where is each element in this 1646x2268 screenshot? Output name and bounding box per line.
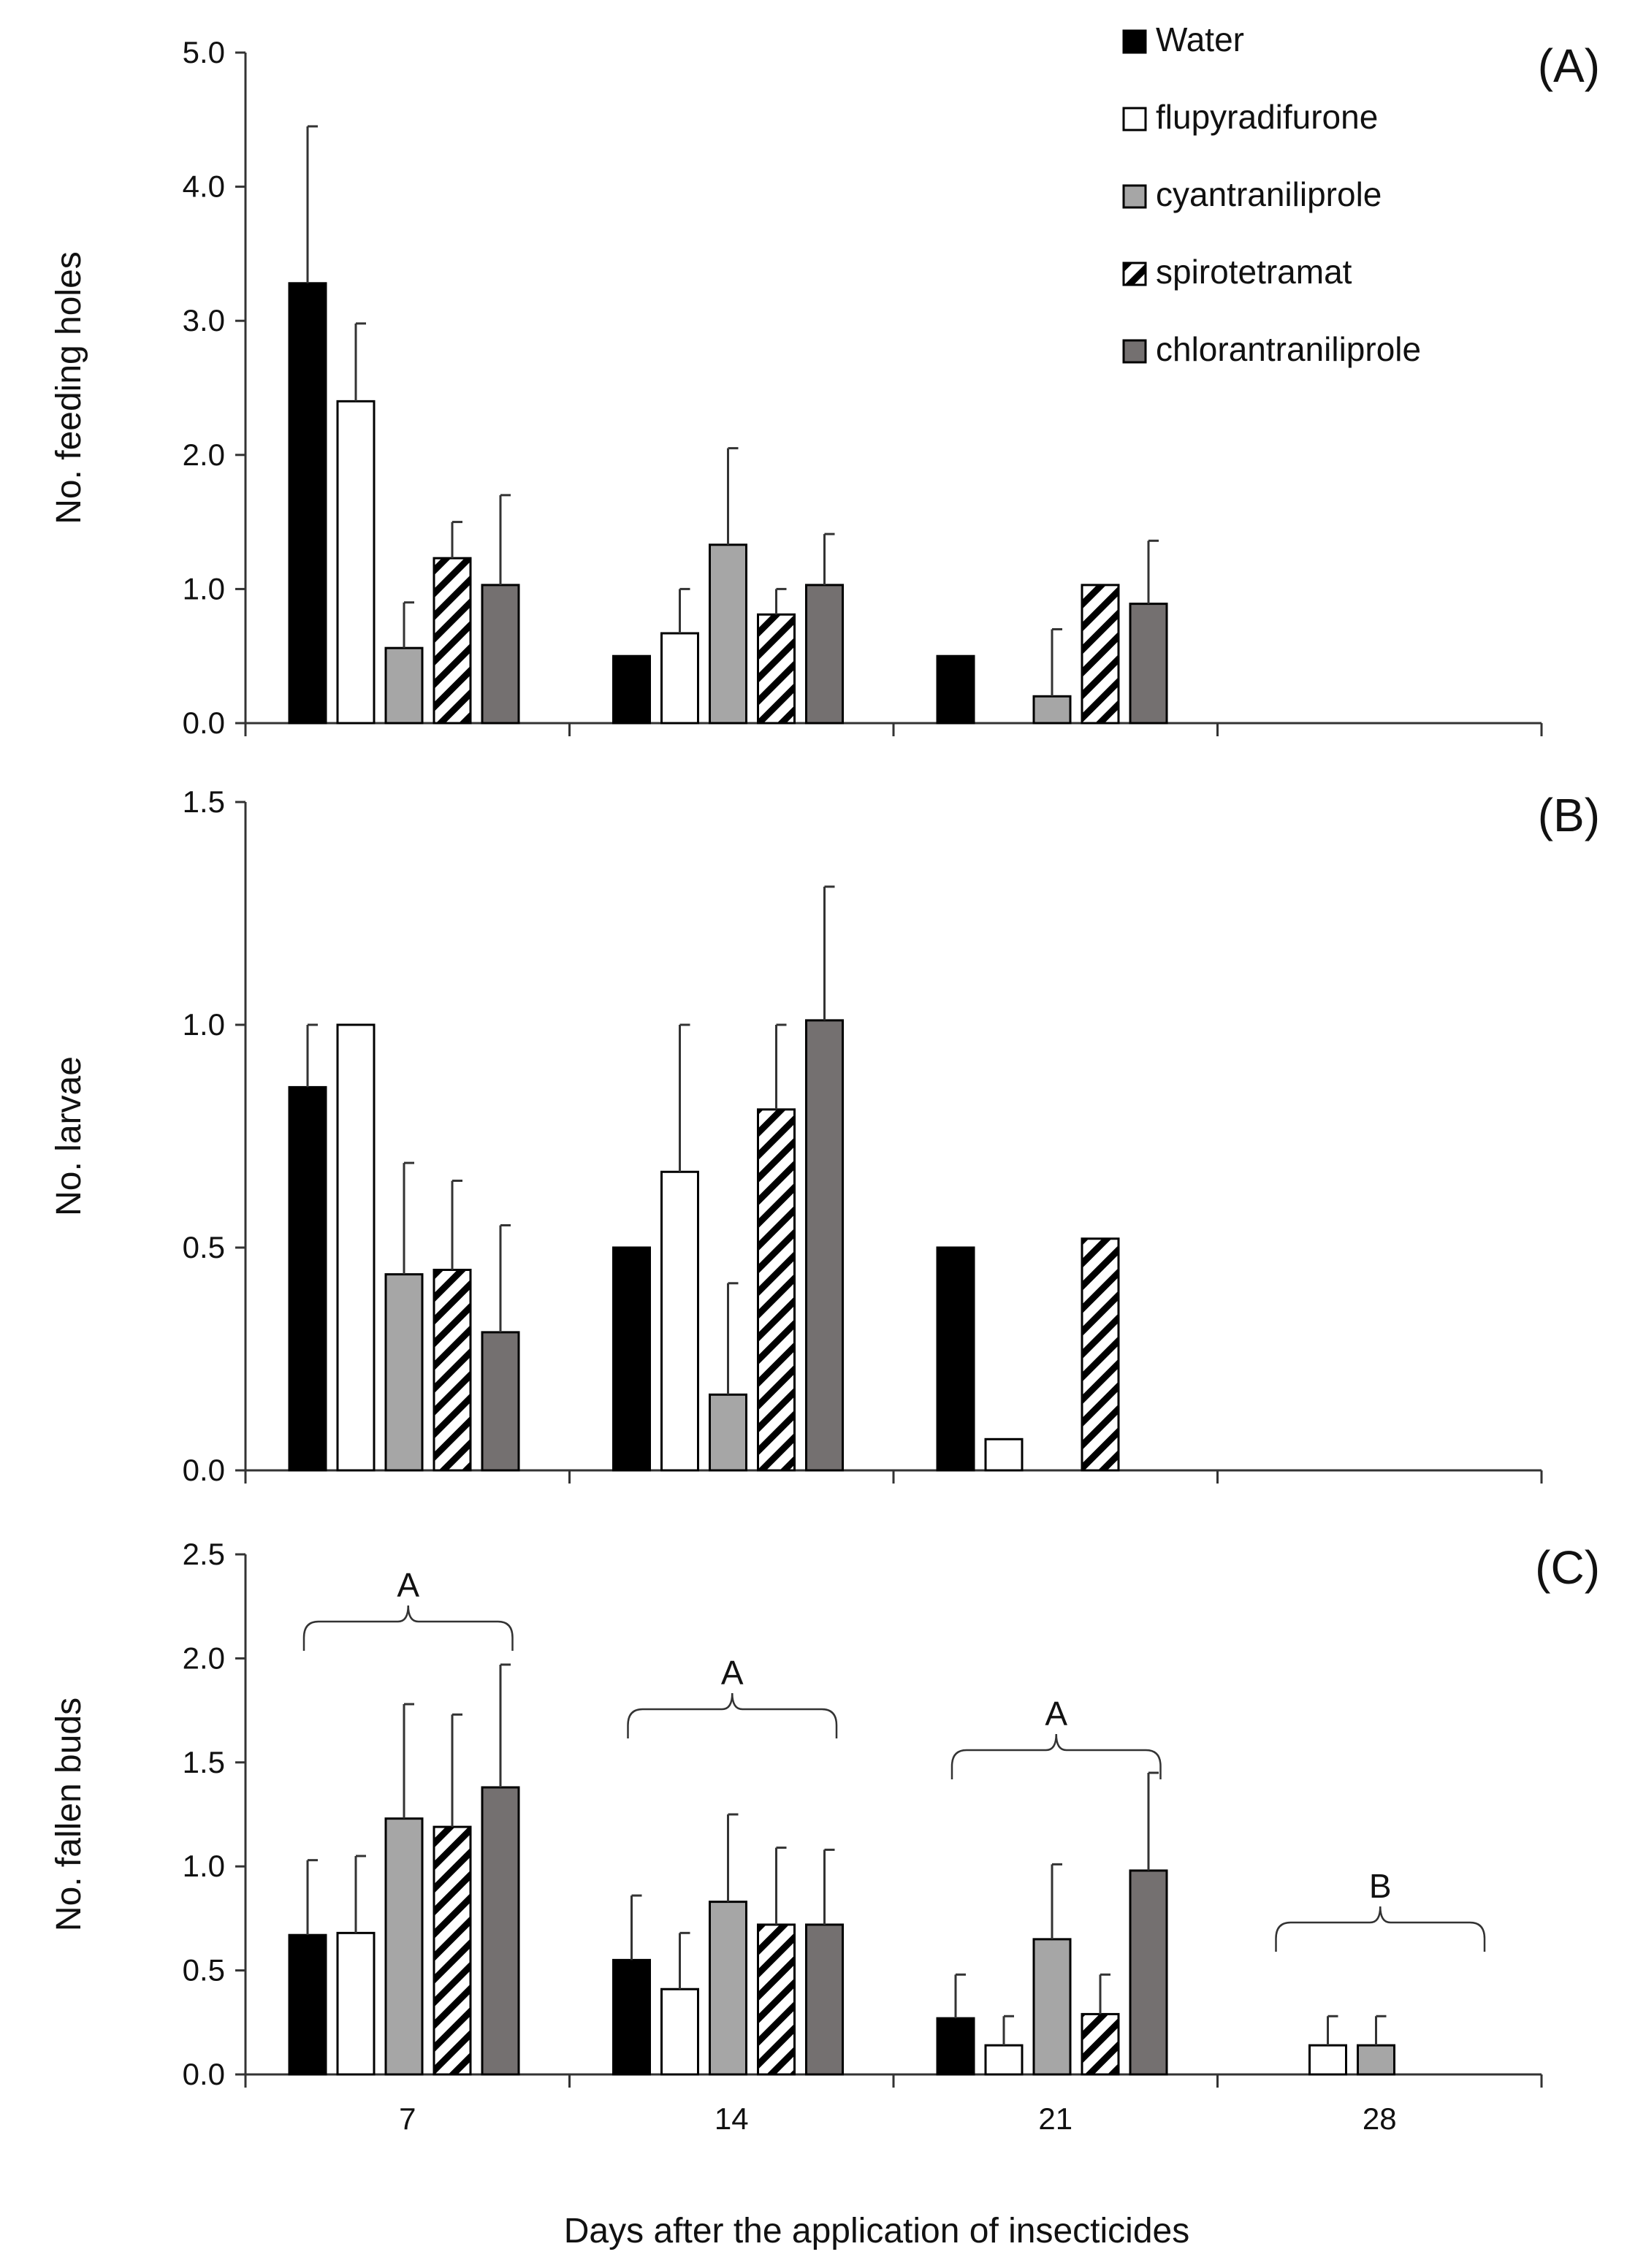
panel-label: (B) bbox=[1538, 789, 1600, 841]
bar bbox=[936, 654, 975, 725]
legend-label: Water bbox=[1156, 20, 1244, 58]
legend-swatch bbox=[1122, 184, 1147, 209]
panel-c: 0.0 0.5 1.0 1.5 2.0 2.5 7 14 21 28 No. fallen buds… bbox=[50, 1537, 1600, 2136]
bar bbox=[757, 1108, 796, 1472]
y-tick-label: 0.5 bbox=[183, 1230, 225, 1264]
group-bracket bbox=[950, 1733, 1162, 1779]
y-tick-label: 0.0 bbox=[183, 2057, 225, 2091]
y-tick-label: 0.0 bbox=[183, 706, 225, 740]
bar bbox=[433, 557, 472, 725]
bar bbox=[336, 1023, 376, 1472]
y-tick-label: 0.5 bbox=[183, 1953, 225, 1988]
bar bbox=[1081, 1237, 1120, 1472]
bar bbox=[1308, 2044, 1347, 2076]
panel-label: (C) bbox=[1535, 1541, 1600, 1594]
y-axis-title: No. fallen buds bbox=[50, 1698, 88, 1931]
legend-label: flupyradifurone bbox=[1156, 98, 1378, 136]
bar bbox=[805, 1923, 844, 2076]
x-tick-label: 21 bbox=[1038, 2101, 1072, 2136]
legend-label: spirotetramat bbox=[1156, 253, 1352, 291]
bar bbox=[1032, 1938, 1072, 2076]
bar bbox=[288, 1085, 327, 1472]
y-tick-label: 1.0 bbox=[183, 1007, 225, 1042]
bar bbox=[481, 584, 520, 725]
bar bbox=[660, 632, 699, 725]
legend-swatch bbox=[1122, 107, 1147, 131]
legend-swatch bbox=[1122, 29, 1147, 54]
bar bbox=[1129, 603, 1168, 725]
x-tick-label: 7 bbox=[399, 2101, 416, 2136]
bar bbox=[936, 1246, 975, 1472]
bar bbox=[1357, 2044, 1395, 2076]
legend: Water flupyradifurone cyantraniliprole spir… bbox=[1122, 20, 1421, 368]
x-tick-label: 14 bbox=[715, 2101, 749, 2136]
bar bbox=[433, 1825, 472, 2076]
bar bbox=[384, 1817, 424, 2076]
group-bracket bbox=[627, 1692, 838, 1738]
y-tick-label: 2.0 bbox=[183, 1641, 225, 1675]
bar bbox=[660, 1988, 699, 2076]
bar bbox=[984, 2044, 1024, 2076]
group-bracket bbox=[1275, 1906, 1486, 1952]
group-letter: A bbox=[721, 1654, 744, 1692]
bar bbox=[1081, 584, 1120, 725]
bar bbox=[288, 1933, 327, 2076]
bar bbox=[805, 1019, 844, 1472]
panel-a: 0.0 1.0 2.0 3.0 4.0 5.0 No. feeding holes (A) bbox=[50, 35, 1600, 740]
legend-label: cyantraniliprole bbox=[1156, 175, 1382, 213]
bar bbox=[612, 1958, 651, 2076]
bar bbox=[709, 543, 747, 725]
y-tick-label: 1.0 bbox=[183, 1849, 225, 1883]
bar bbox=[481, 1331, 520, 1472]
bar bbox=[336, 1931, 376, 2076]
y-tick-label: 4.0 bbox=[183, 169, 225, 204]
y-tick-label: 2.5 bbox=[183, 1537, 225, 1571]
bar bbox=[805, 584, 844, 725]
y-tick-label: 1.5 bbox=[183, 784, 225, 819]
bar bbox=[1032, 695, 1072, 725]
y-tick-label: 5.0 bbox=[183, 35, 225, 69]
panel-b: 0.0 0.5 1.0 1.5 No. larvae (B) bbox=[50, 784, 1600, 1487]
panel-label: (A) bbox=[1538, 39, 1600, 92]
bar bbox=[288, 282, 327, 725]
bar bbox=[1081, 2012, 1120, 2076]
bar bbox=[757, 1923, 796, 2076]
bar bbox=[481, 1786, 520, 2076]
x-axis-title: Days after the application of insecticid… bbox=[564, 2212, 1189, 2250]
legend-swatch bbox=[1122, 339, 1147, 364]
bar bbox=[336, 400, 376, 725]
y-tick-label: 1.5 bbox=[183, 1745, 225, 1779]
y-axis-title: No. larvae bbox=[50, 1056, 88, 1216]
bar bbox=[709, 1393, 747, 1472]
x-tick-label: 28 bbox=[1363, 2101, 1397, 2136]
bar bbox=[660, 1170, 699, 1472]
legend-swatch bbox=[1122, 261, 1147, 286]
y-tick-label: 3.0 bbox=[183, 303, 225, 337]
group-letter: A bbox=[397, 1566, 419, 1604]
group-letter: A bbox=[1045, 1695, 1067, 1733]
bar bbox=[709, 1901, 747, 2076]
y-tick-label: 0.0 bbox=[183, 1453, 225, 1487]
bar bbox=[757, 613, 796, 725]
y-axis-title: No. feeding holes bbox=[50, 251, 88, 524]
bar bbox=[384, 646, 424, 725]
bar bbox=[612, 1246, 651, 1472]
y-tick-label: 2.0 bbox=[183, 438, 225, 472]
bar bbox=[612, 654, 651, 725]
bar bbox=[1129, 1869, 1168, 2076]
group-bracket bbox=[302, 1605, 514, 1651]
legend-label: chlorantraniliprole bbox=[1156, 330, 1421, 368]
bar bbox=[936, 2017, 975, 2076]
group-letter: B bbox=[1369, 1867, 1392, 1905]
bar bbox=[433, 1269, 472, 1472]
bar bbox=[384, 1273, 424, 1472]
y-tick-label: 1.0 bbox=[183, 571, 225, 606]
bar bbox=[984, 1437, 1024, 1472]
